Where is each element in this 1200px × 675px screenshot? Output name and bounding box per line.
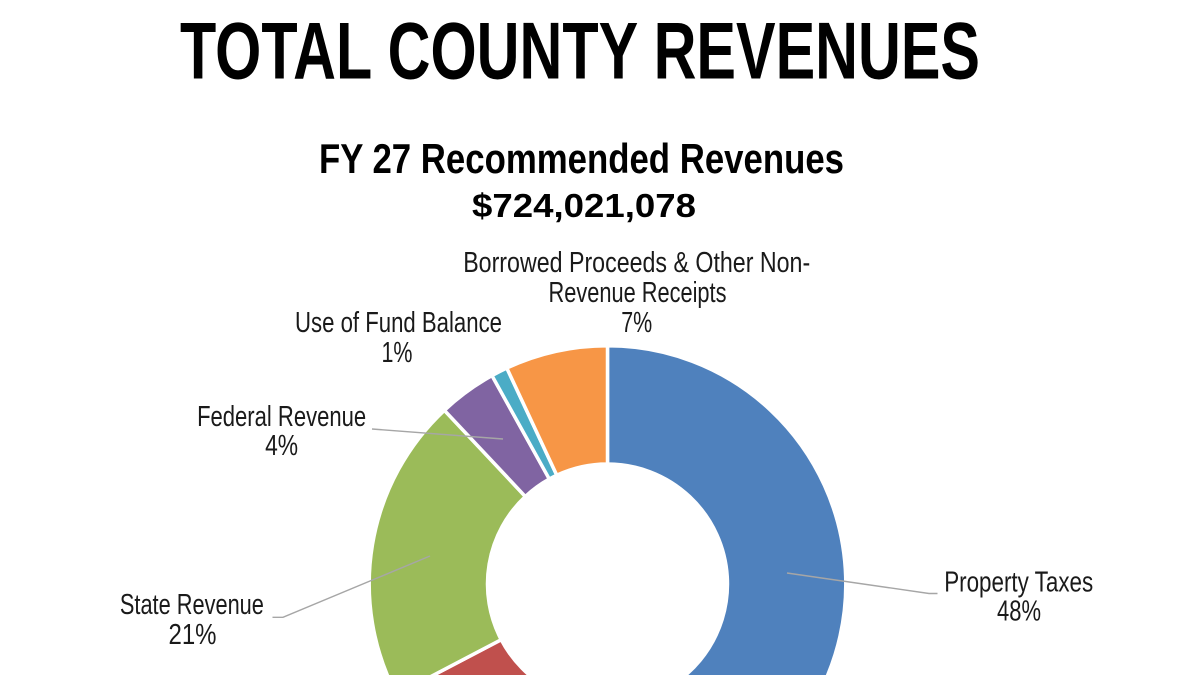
- svg-text:1%: 1%: [382, 337, 413, 369]
- svg-text:TOTAL COUNTY REVENUES: TOTAL COUNTY REVENUES: [180, 7, 980, 97]
- svg-text:4%: 4%: [265, 430, 298, 462]
- svg-text:Revenue Receipts: Revenue Receipts: [549, 277, 727, 309]
- svg-text:Borrowed Proceeds & Other Non-: Borrowed Proceeds & Other Non-: [463, 247, 810, 279]
- svg-text:7%: 7%: [621, 307, 652, 339]
- svg-text:Property Taxes: Property Taxes: [944, 566, 1093, 598]
- svg-text:21%: 21%: [169, 619, 217, 651]
- svg-text:$724,021,078: $724,021,078: [472, 187, 696, 224]
- svg-text:48%: 48%: [997, 596, 1041, 628]
- svg-text:Use of Fund Balance: Use of Fund Balance: [295, 307, 502, 339]
- svg-text:Federal Revenue: Federal Revenue: [197, 401, 366, 433]
- svg-text:FY 27 Recommended Revenues: FY 27 Recommended Revenues: [319, 135, 844, 182]
- svg-text:State Revenue: State Revenue: [120, 589, 264, 621]
